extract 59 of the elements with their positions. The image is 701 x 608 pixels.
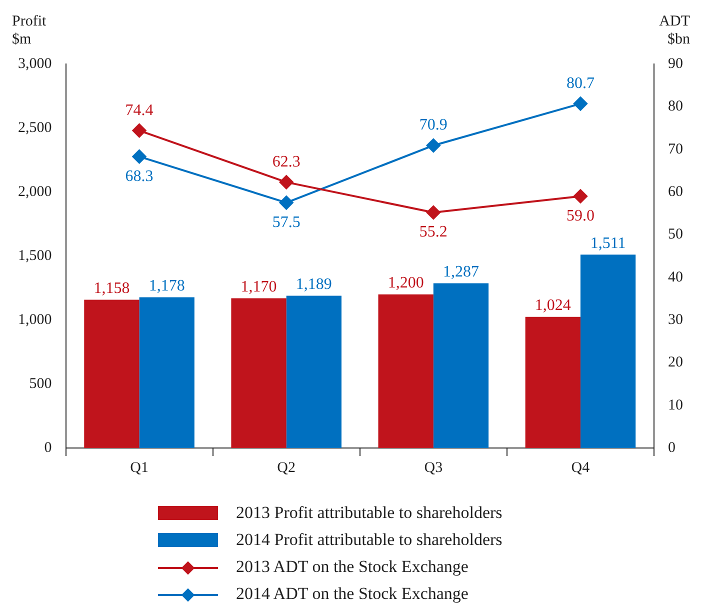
legend-label: 2013 Profit attributable to shareholders [236, 502, 502, 522]
data-label: 57.5 [272, 214, 300, 231]
data-label: 1,287 [442, 263, 479, 280]
data-label: 68.3 [125, 168, 154, 185]
point [426, 138, 440, 152]
bar [433, 283, 489, 448]
bar [231, 298, 286, 448]
y-axis-title: Profit $m [12, 13, 47, 48]
y2-tick-label: 70 [668, 141, 683, 158]
y2-tick-label: 40 [668, 269, 683, 286]
bar [378, 294, 434, 448]
data-label: 55.2 [419, 224, 448, 241]
point [279, 196, 294, 210]
data-label: 1,158 [94, 280, 130, 297]
data-label: 1,178 [148, 277, 185, 294]
bar [580, 254, 636, 448]
y2-tick-label: 80 [668, 98, 683, 115]
y2-tick-label: 30 [668, 312, 683, 328]
y2-tick-label: 60 [668, 184, 683, 200]
x-tick-label: Q3 [424, 460, 443, 476]
y2-tick-label: 50 [668, 226, 683, 243]
data-label: 80.7 [566, 74, 594, 92]
data-label: 1,024 [534, 297, 571, 314]
y2-tick-label: 0 [668, 440, 676, 456]
data-label: 74.4 [125, 102, 154, 119]
y2-tick-label: 20 [668, 354, 683, 371]
x-tick-label: Q1 [130, 460, 148, 476]
point [132, 150, 146, 164]
legend-label: 2014 Profit attributable to shareholders [236, 530, 502, 550]
y-tick-label: 0 [44, 440, 52, 456]
point [279, 175, 294, 190]
legend-label: 2014 ADT on the Stock Exchange [236, 584, 468, 604]
y-tick-label: 2,500 [18, 120, 52, 136]
y2-tick-label: 10 [668, 397, 683, 414]
bar [84, 300, 140, 448]
data-label: 1,200 [388, 274, 424, 292]
y2-axis-title: ADT $bn [659, 13, 690, 48]
point [132, 124, 146, 138]
x-tick-label: Q4 [571, 460, 590, 476]
data-label: 59.0 [566, 207, 594, 224]
x-tick-label: Q2 [277, 460, 296, 476]
data-label: 62.3 [272, 153, 300, 170]
bar [525, 316, 580, 448]
point [573, 96, 588, 111]
y-tick-label: 1,000 [18, 312, 52, 328]
y-tick-label: 2,000 [18, 184, 52, 200]
data-label: 1,511 [590, 234, 626, 252]
y-tick-label: 500 [29, 376, 52, 392]
point [573, 189, 588, 204]
legend-label: 2013 ADT on the Stock Exchange [236, 556, 468, 576]
y2-tick-label: 90 [668, 56, 683, 72]
data-label: 1,189 [296, 276, 332, 294]
bar [139, 297, 194, 448]
data-label: 70.9 [419, 116, 448, 134]
y-tick-label: 1,500 [18, 248, 52, 264]
y-tick-label: 3,000 [18, 56, 52, 72]
bar [286, 296, 342, 448]
point [426, 205, 440, 220]
data-label: 1,170 [240, 278, 277, 296]
